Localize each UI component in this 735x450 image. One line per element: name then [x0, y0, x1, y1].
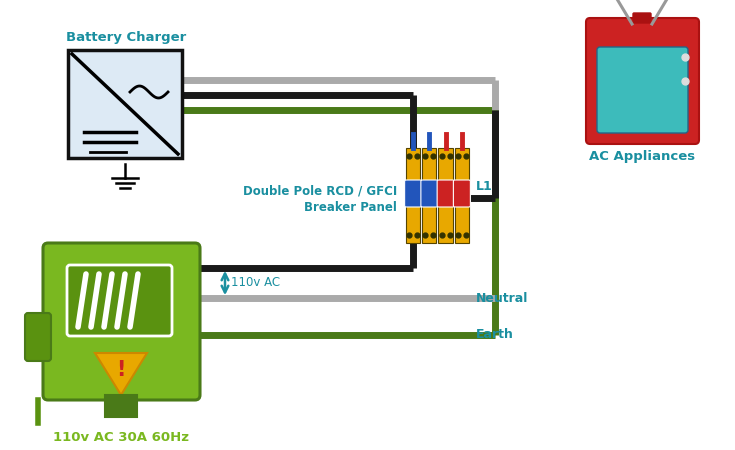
Text: Earth: Earth	[476, 328, 514, 342]
FancyBboxPatch shape	[68, 50, 182, 158]
Text: Double Pole RCD / GFCI: Double Pole RCD / GFCI	[243, 184, 397, 197]
FancyBboxPatch shape	[422, 148, 437, 243]
FancyBboxPatch shape	[406, 148, 420, 243]
Text: Neutral: Neutral	[476, 292, 528, 305]
FancyBboxPatch shape	[437, 180, 454, 207]
FancyBboxPatch shape	[455, 148, 469, 243]
FancyBboxPatch shape	[405, 180, 422, 207]
FancyBboxPatch shape	[67, 265, 172, 336]
Polygon shape	[95, 353, 147, 395]
Text: 110v AC 30A 60Hz: 110v AC 30A 60Hz	[53, 431, 189, 444]
Text: Battery Charger: Battery Charger	[66, 31, 186, 44]
Text: !: !	[116, 360, 126, 380]
FancyBboxPatch shape	[25, 313, 51, 361]
FancyBboxPatch shape	[586, 18, 699, 144]
FancyBboxPatch shape	[633, 13, 651, 23]
Text: 110v AC: 110v AC	[231, 276, 280, 289]
FancyBboxPatch shape	[439, 148, 453, 243]
FancyBboxPatch shape	[421, 180, 438, 207]
Text: Breaker Panel: Breaker Panel	[304, 201, 397, 214]
FancyBboxPatch shape	[597, 47, 688, 133]
FancyBboxPatch shape	[453, 180, 470, 207]
Text: L1: L1	[476, 180, 492, 193]
Text: AC Appliances: AC Appliances	[589, 150, 695, 163]
FancyBboxPatch shape	[43, 243, 200, 400]
FancyBboxPatch shape	[105, 395, 137, 417]
